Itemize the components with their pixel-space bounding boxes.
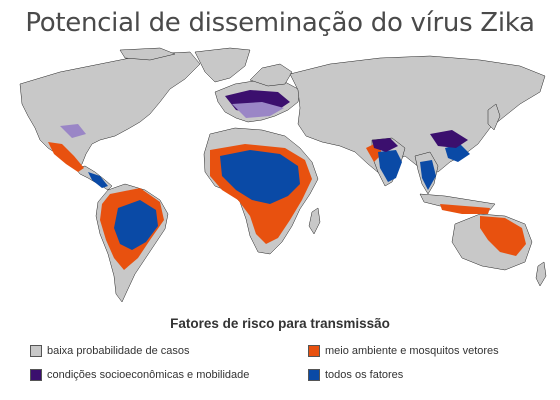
legend-label-socio: condições socioeconômicas e mobilidade — [47, 369, 250, 381]
world-map — [19, 47, 547, 303]
legend-item-all: todos os fatores — [308, 368, 403, 382]
arctic-islands — [119, 47, 176, 61]
risk-env-mexico — [48, 142, 84, 172]
risk-all-africa — [220, 150, 300, 204]
risk-overlays — [48, 90, 526, 270]
risk-socio-india — [372, 138, 398, 152]
risk-socio-usa — [60, 124, 86, 138]
map-title: Potencial de disseminação do vírus Zika — [25, 8, 535, 38]
risk-socio-china — [430, 130, 468, 148]
legend-swatch-all — [308, 369, 320, 381]
legend-swatch-env — [308, 345, 320, 357]
legend-item-low: baixa probabilidade de casos — [30, 344, 190, 358]
madagascar — [308, 207, 321, 235]
north-america — [19, 51, 201, 169]
indonesia — [419, 193, 496, 211]
scandinavia — [249, 63, 293, 87]
legend-item-socio: condições socioeconômicas e mobilidade — [30, 368, 249, 382]
legend-item-env: meio ambiente e mosquitos vetores — [308, 344, 499, 358]
risk-env-indonesia — [440, 204, 490, 214]
risk-all-south-america — [114, 200, 158, 250]
japan — [487, 103, 501, 131]
new-zealand — [535, 261, 547, 287]
risk-env-australia — [480, 216, 526, 256]
risk-all-southeast-asia — [420, 160, 436, 190]
legend-label-env: meio ambiente e mosquitos vetores — [325, 345, 499, 357]
asia — [289, 55, 546, 175]
legend-label-all: todos os fatores — [325, 369, 404, 381]
risk-all-india — [378, 150, 402, 182]
risk-all-east-asia — [445, 144, 470, 162]
greenland — [194, 47, 251, 83]
risk-socio-europe-light — [232, 102, 284, 118]
legend-title: Fatores de risco para transmissão — [170, 316, 390, 331]
legend-swatch-low — [30, 345, 42, 357]
legend-swatch-socio — [30, 369, 42, 381]
risk-all-central-america — [88, 172, 108, 188]
legend-label-low: baixa probabilidade de casos — [47, 345, 190, 357]
